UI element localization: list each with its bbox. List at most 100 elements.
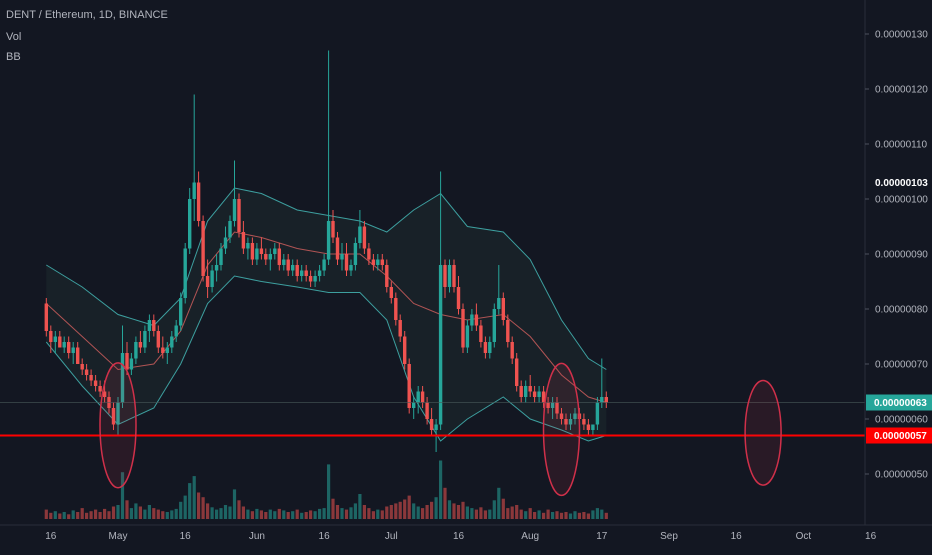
y-tick-label: 0.00000120	[875, 85, 928, 96]
volume-bar	[125, 500, 129, 519]
candle-body	[573, 413, 577, 419]
candle	[483, 336, 488, 359]
candle	[237, 193, 241, 238]
candle	[447, 259, 452, 293]
volume-bar	[71, 510, 75, 519]
time-axis[interactable]: 16 May 16 Jun 16 Jul 16 Aug Sep 16 Oct 16 17	[45, 531, 876, 542]
volume-bar	[107, 511, 111, 519]
volume-bar	[62, 512, 66, 519]
price-axis-background[interactable]	[865, 0, 932, 525]
volume-bar	[403, 499, 407, 519]
candle-body	[488, 342, 492, 353]
candle	[156, 325, 160, 353]
candle-body	[111, 408, 116, 425]
candle-body	[429, 419, 434, 430]
indicator-vol-label[interactable]: Vol	[6, 31, 22, 43]
candle	[488, 336, 492, 359]
volume-bar	[111, 506, 116, 519]
candle-body	[326, 221, 331, 260]
volume-bar	[528, 508, 532, 519]
candle	[134, 336, 138, 364]
volume-bar	[407, 495, 411, 519]
volume-bar	[568, 513, 573, 519]
volume-bar	[295, 509, 299, 519]
volume-bar	[474, 509, 478, 519]
candle	[255, 243, 259, 265]
candle-body	[161, 347, 165, 353]
candle	[425, 397, 429, 425]
candle-body	[600, 397, 604, 403]
candle-body	[205, 276, 210, 287]
x-tick-label: Jul	[385, 531, 398, 542]
candle	[120, 325, 125, 408]
volume-bar	[430, 501, 434, 519]
candle-body	[340, 254, 344, 260]
x-tick-label: 16	[865, 531, 877, 542]
highlight-circle[interactable]	[99, 362, 137, 489]
volume-bar	[452, 503, 456, 519]
candle-body	[546, 402, 550, 408]
volume-bar	[443, 487, 447, 519]
candle-body	[470, 314, 474, 326]
price-axis[interactable]: 0.00000130 0.00000120 0.00000110 0.00000100…	[865, 30, 928, 481]
candle-body	[510, 342, 514, 359]
candle-body	[116, 402, 120, 425]
symbol-title[interactable]: DENT / Ethereum, 1D, BINANCE	[6, 9, 168, 21]
candle-body	[71, 347, 75, 353]
candle-body	[228, 221, 232, 238]
candle-body	[188, 199, 192, 249]
candle-body	[165, 347, 169, 353]
highlight-circle[interactable]	[744, 379, 782, 486]
candle-body	[138, 342, 143, 348]
candle-body	[568, 419, 573, 425]
candle	[389, 281, 393, 304]
x-tick-label: 16	[45, 531, 57, 542]
candle	[277, 243, 281, 271]
candle-body	[582, 419, 586, 425]
x-tick-label: 16	[731, 531, 743, 542]
candle-body	[152, 320, 156, 331]
volume-bar	[465, 506, 469, 519]
candle-body	[53, 336, 57, 342]
candle	[555, 397, 559, 419]
candle-body	[62, 342, 66, 348]
candle-body	[102, 391, 107, 397]
candle	[573, 408, 577, 425]
volume-bar	[595, 508, 599, 519]
candle	[470, 309, 474, 331]
volume-bar	[331, 498, 335, 519]
candle-body	[394, 298, 398, 320]
candle-body	[447, 265, 452, 287]
x-tick-label: May	[109, 531, 128, 542]
volume-bar	[143, 509, 147, 519]
candle	[524, 380, 528, 403]
volume-bar	[542, 512, 546, 519]
candle-body	[125, 353, 129, 370]
x-tick-label: Jun	[249, 531, 265, 542]
highlight-circle[interactable]	[542, 362, 581, 497]
volume-bar	[152, 508, 156, 519]
volume-bar	[344, 509, 349, 519]
volume-bar	[439, 460, 443, 519]
candle	[591, 424, 595, 436]
volume-bar	[197, 492, 201, 519]
candle	[161, 336, 165, 359]
volume-bar	[98, 512, 102, 519]
volume-bar	[327, 464, 331, 519]
candle	[89, 369, 93, 386]
indicator-bb-label[interactable]: BB	[6, 51, 21, 63]
last-price-label: 0.00000063	[866, 394, 932, 411]
candle	[295, 259, 299, 282]
candle-body	[550, 402, 555, 408]
candle	[519, 380, 523, 403]
volume-bar	[255, 508, 259, 519]
candle	[111, 402, 116, 430]
candle	[282, 254, 286, 271]
time-axis-background[interactable]	[0, 525, 932, 550]
volume-bar	[510, 506, 514, 519]
volume-bar	[264, 512, 268, 519]
volume-bar	[237, 500, 241, 519]
candle-body	[452, 265, 456, 287]
